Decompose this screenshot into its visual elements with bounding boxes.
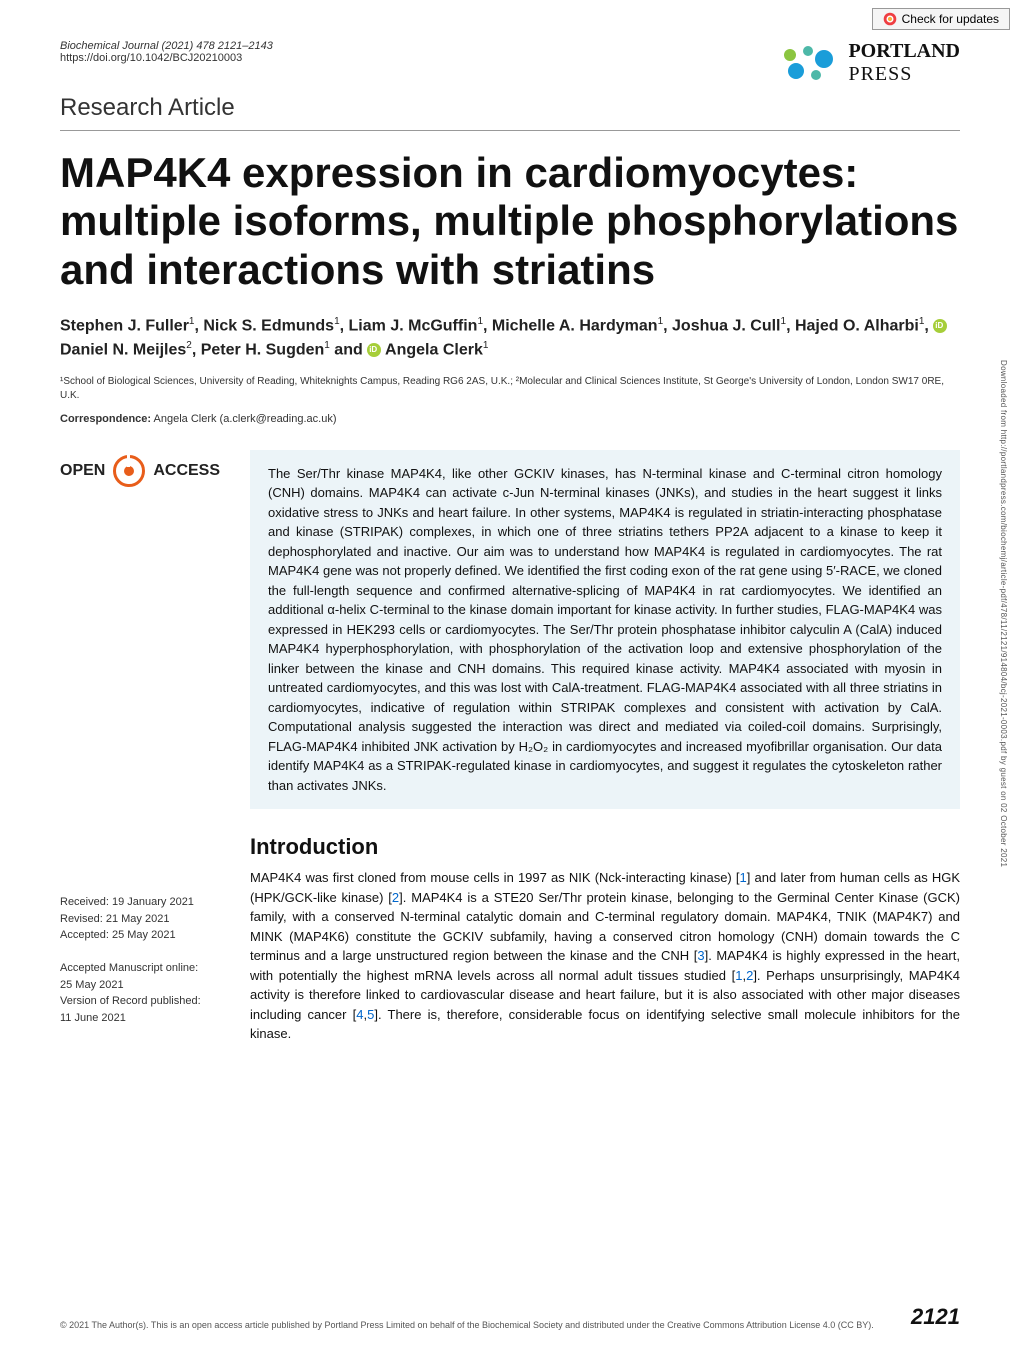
page-number: 2121 (911, 1304, 960, 1330)
divider (60, 130, 960, 131)
manuscript-online-label: Accepted Manuscript online: (60, 960, 230, 977)
accepted-date: Accepted: 25 May 2021 (60, 927, 230, 944)
correspondence-label: Correspondence: (60, 413, 151, 425)
introduction-region: Received: 19 January 2021 Revised: 21 Ma… (0, 809, 1020, 1044)
affiliations: ¹School of Biological Sciences, Universi… (60, 375, 960, 403)
publisher-logo: PORTLAND PRESS (778, 40, 960, 86)
open-access-icon (113, 455, 145, 487)
manuscript-online-date: 25 May 2021 (60, 977, 230, 994)
logo-graphic (778, 43, 838, 83)
intro-text: MAP4K4 was first cloned from mouse cells… (250, 868, 960, 1044)
intro-body: Introduction MAP4K4 was first cloned fro… (250, 834, 960, 1044)
article-title: MAP4K4 expression in cardiomyocytes: mul… (60, 149, 960, 294)
correspondence-text: Angela Clerk (a.clerk@reading.ac.uk) (151, 413, 336, 425)
intro-heading: Introduction (250, 834, 960, 860)
logo-line1: PORTLAND (848, 40, 960, 63)
article-type: Research Article (60, 94, 960, 122)
logo-line2: PRESS (848, 63, 960, 86)
logo-text: PORTLAND PRESS (848, 40, 960, 86)
download-watermark: Downloaded from http://portlandpress.com… (999, 360, 1008, 867)
authors: Stephen J. Fuller1, Nick S. Edmunds1, Li… (60, 314, 960, 363)
open-label: OPEN (60, 462, 105, 480)
abstract: The Ser/Thr kinase MAP4K4, like other GC… (250, 450, 960, 810)
correspondence: Correspondence: Angela Clerk (a.clerk@re… (60, 413, 960, 425)
received-date: Received: 19 January 2021 (60, 894, 230, 911)
copyright: © 2021 The Author(s). This is an open ac… (60, 1320, 874, 1330)
access-label: ACCESS (153, 462, 220, 480)
abstract-region: OPEN ACCESS The Ser/Thr kinase MAP4K4, l… (0, 425, 1020, 810)
revised-date: Revised: 21 May 2021 (60, 911, 230, 928)
version-date: 11 June 2021 (60, 1010, 230, 1027)
open-access-col: OPEN ACCESS (60, 450, 230, 810)
open-access-badge: OPEN ACCESS (60, 455, 230, 487)
header: Biochemical Journal (2021) 478 2121–2143… (0, 0, 1020, 425)
dates: Received: 19 January 2021 Revised: 21 Ma… (60, 834, 230, 1044)
footer: © 2021 The Author(s). This is an open ac… (60, 1304, 960, 1330)
version-label: Version of Record published: (60, 993, 230, 1010)
